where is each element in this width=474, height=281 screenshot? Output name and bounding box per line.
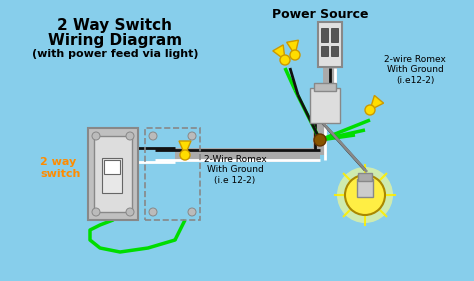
Circle shape xyxy=(337,167,393,223)
Bar xyxy=(318,22,342,67)
Text: 2-Wire Romex
With Ground
(i.e 12-2): 2-Wire Romex With Ground (i.e 12-2) xyxy=(204,155,266,185)
Circle shape xyxy=(365,105,375,115)
Circle shape xyxy=(314,134,326,146)
Circle shape xyxy=(345,175,385,215)
Circle shape xyxy=(180,150,190,160)
Circle shape xyxy=(126,132,134,140)
Bar xyxy=(321,28,328,42)
Bar xyxy=(88,128,138,220)
Bar xyxy=(94,136,132,212)
Text: Power Source: Power Source xyxy=(272,8,368,21)
Circle shape xyxy=(92,132,100,140)
Circle shape xyxy=(149,208,157,216)
Circle shape xyxy=(149,132,157,140)
Bar xyxy=(102,158,122,193)
Bar xyxy=(331,28,338,42)
Bar xyxy=(357,179,373,197)
Circle shape xyxy=(126,208,134,216)
Text: Wiring Diagram: Wiring Diagram xyxy=(48,33,182,48)
Polygon shape xyxy=(370,96,383,110)
Bar xyxy=(358,173,372,181)
Bar xyxy=(321,46,328,56)
Text: (with power feed via light): (with power feed via light) xyxy=(32,49,198,59)
Polygon shape xyxy=(179,141,191,155)
Circle shape xyxy=(92,208,100,216)
Circle shape xyxy=(290,50,300,60)
Circle shape xyxy=(188,208,196,216)
Bar xyxy=(145,128,200,220)
Text: 2-wire Romex
With Ground
(i.e12-2): 2-wire Romex With Ground (i.e12-2) xyxy=(384,55,446,85)
Bar xyxy=(331,46,338,56)
Polygon shape xyxy=(287,40,299,55)
Bar xyxy=(310,88,340,123)
Circle shape xyxy=(188,132,196,140)
Bar xyxy=(314,83,336,91)
Text: 2 Way Switch: 2 Way Switch xyxy=(57,18,173,33)
Bar xyxy=(104,160,120,174)
Polygon shape xyxy=(273,45,285,60)
Circle shape xyxy=(280,55,290,65)
Text: 2 way
switch: 2 way switch xyxy=(40,157,81,179)
